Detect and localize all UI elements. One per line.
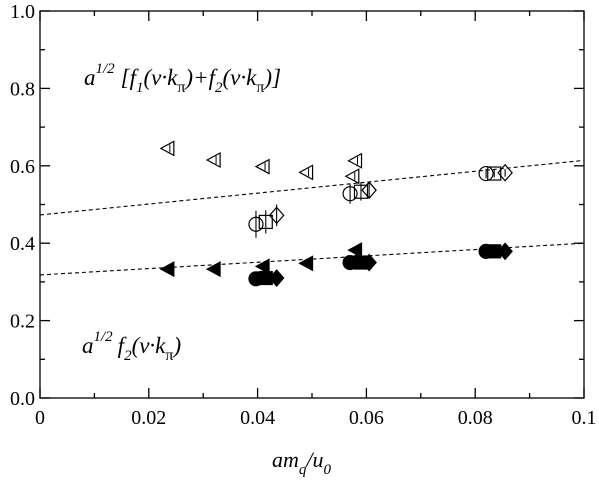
- triangle-left-shape: [205, 151, 221, 168]
- triangle-left-marker: [159, 261, 175, 278]
- x-axis-title: amq/u0: [272, 447, 332, 478]
- triangle-left-marker: [205, 151, 221, 168]
- square-marker: [258, 214, 273, 230]
- y-tick-label: 0.4: [10, 233, 35, 255]
- y-tick-label: 1.0: [10, 1, 35, 23]
- diamond-marker: [268, 269, 285, 287]
- y-tick-label: 0.8: [10, 78, 35, 100]
- triangle-left-marker: [298, 255, 314, 272]
- y-tick-label: 0.2: [10, 311, 35, 333]
- x-tick-label: 0.08: [458, 407, 493, 429]
- triangle-left-marker: [344, 168, 360, 185]
- circle-marker: [478, 165, 494, 182]
- triangle-left-shape: [347, 152, 363, 169]
- diamond-marker: [497, 242, 513, 261]
- x-tick-label: 0: [35, 407, 45, 429]
- x-tick-label: 0.06: [349, 407, 384, 429]
- triangle-left-shape: [344, 168, 360, 185]
- diamond-marker: [361, 181, 377, 200]
- square-marker: [353, 184, 369, 199]
- diamond-marker: [497, 163, 513, 182]
- triangle-left-marker: [298, 164, 314, 181]
- x-tick-label: 0.02: [131, 407, 166, 429]
- y-tick-label: 0.6: [10, 156, 35, 178]
- square-marker: [487, 166, 502, 181]
- triangle-left-shape: [159, 261, 175, 278]
- triangle-left-marker: [159, 140, 175, 157]
- triangle-left-shape: [159, 140, 175, 157]
- circle-marker: [248, 216, 264, 232]
- x-tick-label: 0.04: [240, 407, 275, 429]
- triangle-left-marker: [205, 261, 221, 278]
- triangle-left-marker: [254, 258, 270, 275]
- diamond-marker: [268, 206, 285, 225]
- upper-series-label: a1/2 [f1(v·kπ)+f2(v·kπ)]: [84, 61, 281, 96]
- triangle-left-shape: [254, 258, 270, 275]
- triangle-left-marker: [347, 152, 363, 169]
- y-tick-label: 0.0: [10, 388, 35, 410]
- diamond-marker: [361, 253, 377, 272]
- triangle-left-shape: [298, 255, 314, 272]
- circle-marker: [342, 186, 358, 202]
- fit-line: [39, 159, 585, 216]
- triangle-left-shape: [205, 261, 221, 278]
- triangle-left-shape: [298, 164, 314, 181]
- lower-series-label: a1/2 f2(v·kπ): [82, 329, 181, 364]
- triangle-left-shape: [254, 158, 270, 175]
- x-tick-label: 0.1: [572, 407, 597, 429]
- triangle-left-marker: [254, 158, 270, 175]
